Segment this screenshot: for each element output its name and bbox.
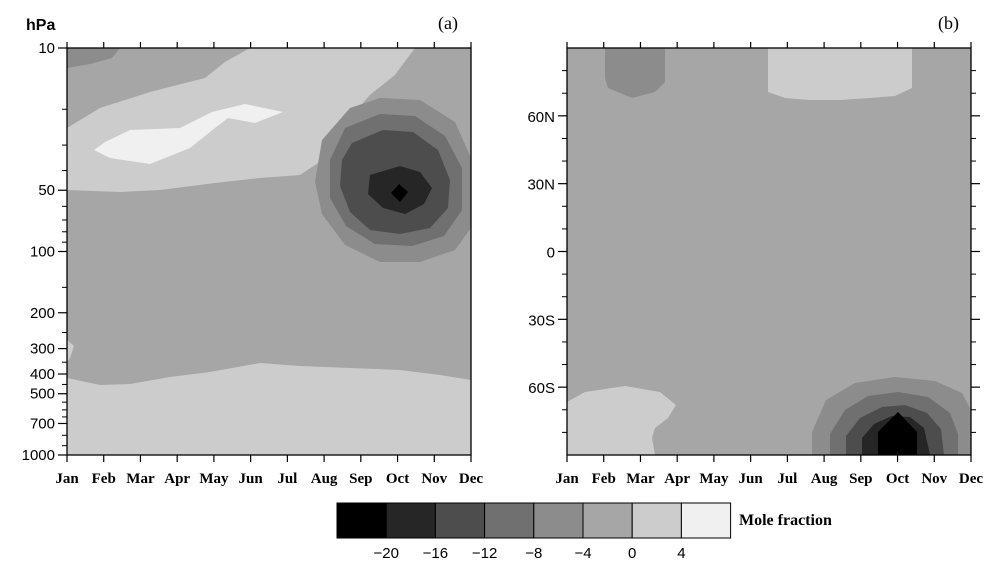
panel-a-contour-0-leftnotch	[67, 340, 74, 362]
panel-b-x-tick-label: Mar	[626, 471, 655, 487]
panel-b-x-tick-label: Sep	[849, 471, 872, 487]
panel-a-x-tick-label: Nov	[421, 471, 447, 487]
panel-a-minimum-core	[391, 184, 408, 202]
colorbar-tick-label: −8	[525, 545, 542, 562]
colorbar-tick-label: 0	[628, 545, 636, 562]
colorbar-box	[631, 502, 682, 539]
panel-b-x-tick-label: May	[699, 471, 729, 487]
colorbar-box	[533, 502, 584, 539]
panel-b-contour-0-north	[768, 48, 912, 100]
panel-b-y-tick-label: 60N	[527, 109, 555, 126]
panel-a-y-tick-label: 50	[38, 182, 55, 199]
panel-a-contour-4-upper	[94, 104, 283, 164]
panel-b-x-tick-label: Apr	[664, 471, 690, 487]
colorbar-box	[582, 502, 633, 539]
panel-b-x-ticks: Jan Feb Mar Apr May Jun Jul Aug Sep Oct Nov Dec	[555, 42, 983, 487]
panel-a-y-tick-label: 10	[38, 40, 55, 57]
panel-b-minimum-core	[878, 412, 917, 455]
panel-a-x-tick-label: Apr	[164, 471, 190, 487]
panel-a-y-tick-label: 100	[30, 244, 55, 261]
colorbar-box	[680, 502, 732, 539]
panel-a-y-tick-label: 300	[30, 341, 55, 358]
panel-a-field	[67, 48, 471, 455]
panel-a-x-tick-label: May	[199, 471, 229, 487]
panel-a-x-tick-label: Jan	[55, 471, 79, 487]
panel-b-x-tick-label: Nov	[921, 471, 947, 487]
panel-b-contour-0-south	[567, 386, 676, 455]
panel-a-x-tick-label: Sep	[349, 471, 372, 487]
panel-b-y-tick-label: 60S	[528, 380, 555, 397]
panel-a-contour-m4-topleft	[67, 48, 120, 68]
panel-b-x-tick-label: Feb	[592, 471, 616, 487]
colorbar: −20 −16 −12 −8 −4 0 4 Mole fraction	[336, 502, 832, 562]
panel-a-y-tick-label: 500	[30, 386, 55, 403]
panel-a-y-ticks: 10 50 100 200 300 400 500 700 1000	[22, 40, 67, 464]
panel-b-x-tick-label: Jun	[739, 471, 764, 487]
panel-b-x-tick-label: Dec	[959, 471, 983, 487]
panel-a-x-tick-label: Jul	[277, 471, 297, 487]
panel-a-x-tick-label: Aug	[311, 471, 338, 487]
colorbar-tick-label: −20	[373, 545, 398, 562]
panel-a-y-tick-label: 1000	[22, 447, 55, 464]
panel-b-x-tick-label: Jan	[555, 471, 579, 487]
panel-a-contour-0-lower	[67, 363, 471, 455]
colorbar-tick-label: −16	[423, 545, 448, 562]
panel-a-x-tick-label: Oct	[386, 471, 409, 487]
panel-b-x-tick-label: Aug	[811, 471, 838, 487]
colorbar-label: Mole fraction	[739, 512, 832, 529]
colorbar-boxes	[336, 502, 732, 539]
panel-b-y-tick-label: 0	[547, 245, 555, 262]
colorbar-tick-label: −4	[574, 545, 591, 562]
colorbar-tick-label: 4	[677, 545, 685, 562]
colorbar-ticks: −20 −16 −12 −8 −4 0 4	[373, 545, 685, 562]
colorbar-tick-label: −12	[472, 545, 497, 562]
panel-b-contour-m4-north	[605, 48, 665, 98]
panel-a-y-tick-label: 200	[30, 305, 55, 322]
panel-a-x-tick-label: Jun	[239, 471, 264, 487]
panel-a-x-tick-label: Dec	[459, 471, 483, 487]
panel-b-field	[567, 48, 971, 455]
panel-a-x-ticks: Jan Feb Mar Apr May Jun Jul Aug Sep Oct Nov Dec	[55, 42, 483, 487]
panel-a-x-tick-label: Feb	[92, 471, 116, 487]
colorbar-box	[385, 502, 436, 539]
colorbar-box	[434, 502, 486, 539]
panel-a-label: (a)	[438, 13, 458, 34]
panel-b-label: (b)	[938, 13, 959, 34]
panel-b-y-tick-label: 30N	[527, 177, 555, 194]
panel-b-y-tick-label: 30S	[528, 312, 555, 329]
panel-b-y-ticks: 60N 30N 0 30S 60S	[527, 70, 980, 433]
panel-b-x-tick-label: Jul	[777, 471, 797, 487]
panel-a-ylabel: hPa	[26, 17, 55, 34]
panel-a-y-tick-label: 700	[30, 415, 55, 432]
panel-a-x-tick-label: Mar	[126, 471, 155, 487]
panel-a-y-tick-label: 400	[30, 366, 55, 383]
colorbar-box	[336, 502, 387, 539]
panel-b: 60N 30N 0 30S 60S Jan Feb Mar Apr May Jun Jul Aug Se…	[527, 13, 983, 487]
colorbar-box	[484, 502, 535, 539]
panel-a: 10 50 100 200 300 400 500 700 1000 Jan Feb Mar Apr M…	[22, 13, 484, 487]
panel-b-x-tick-label: Oct	[886, 471, 909, 487]
